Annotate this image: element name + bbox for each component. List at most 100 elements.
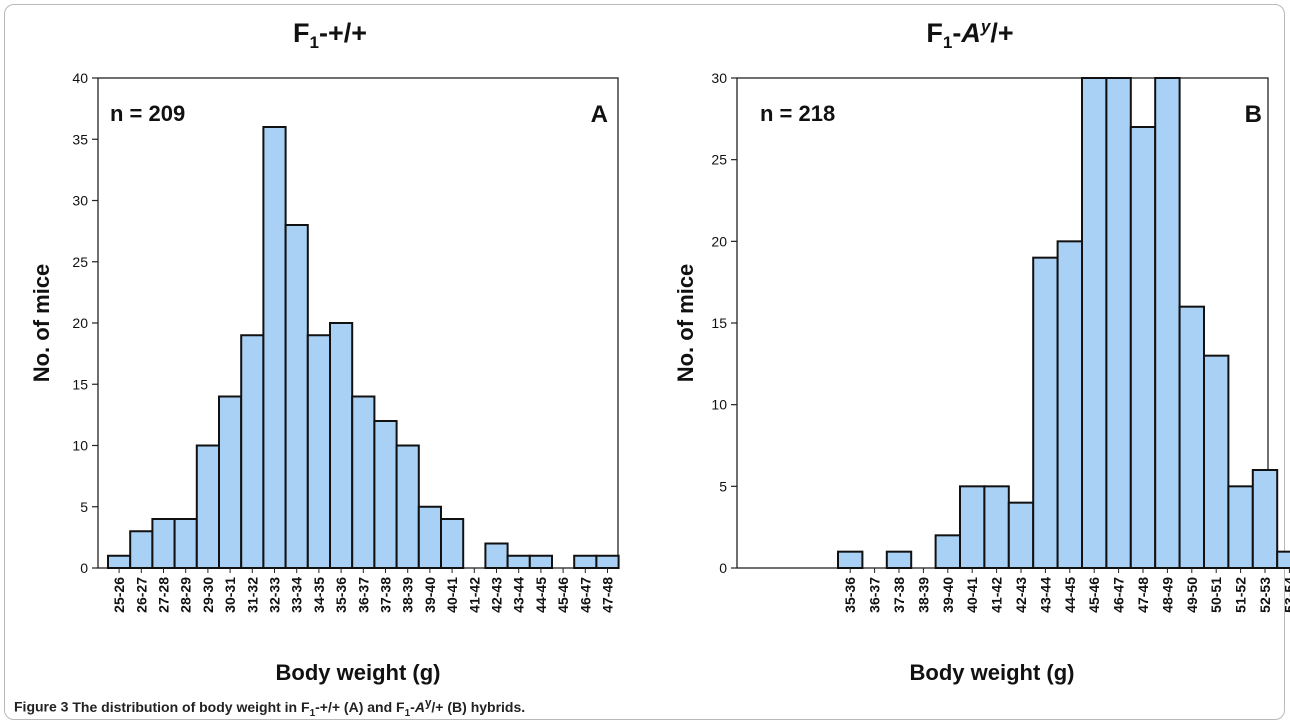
- chart-a-xtick-label: 30-31: [222, 577, 238, 613]
- chart-b-ytick-label: 30: [711, 70, 727, 86]
- chart-b-ytick-label: 25: [711, 152, 727, 168]
- chart-a: F1-+/+ No. of mice Body weight (g) n = 2…: [29, 18, 620, 685]
- chart-b-bar: [1032, 256, 1059, 569]
- chart-b-panel-label: B: [1245, 101, 1262, 128]
- chart-a-xtick-label: 46-47: [577, 577, 593, 613]
- chart-b-bar: [1276, 550, 1290, 570]
- chart-b-xtick-label: 39-40: [940, 577, 956, 613]
- caption-label: Figure 3: [14, 698, 69, 715]
- chart-b-bar: [885, 550, 913, 570]
- chart-b-bar: [837, 550, 864, 570]
- chart-a-xtick-label: 31-32: [244, 577, 260, 613]
- chart-a-xtick-label: 41-42: [466, 577, 482, 613]
- chart-a-bar: [240, 334, 265, 569]
- chart-b-ytick-label: 20: [711, 233, 727, 249]
- chart-a-ytick-label: 20: [72, 315, 88, 331]
- chart-b-xtick-label: 36-37: [867, 577, 883, 613]
- chart-b-bar: [1251, 469, 1279, 569]
- chart-a-xtick-label: 37-38: [378, 577, 394, 613]
- figure-caption: Figure 3 The distribution of body weight…: [14, 696, 526, 719]
- chart-a-bar: [484, 542, 509, 569]
- chart-a-bar: [506, 554, 531, 569]
- chart-b-ytick-label: 5: [719, 478, 727, 494]
- chart-b-bar: [959, 485, 986, 570]
- chart-a-xtick-label: 33-34: [289, 577, 305, 613]
- chart-a-bar: [573, 554, 598, 569]
- chart-b: F1-Ay/+ No. of mice Body weight (g) n = …: [673, 17, 1290, 685]
- chart-a-bar: [218, 395, 243, 569]
- chart-b-title: F1-Ay/+: [926, 17, 1013, 52]
- chart-a-bar: [151, 518, 176, 569]
- chart-b-xtick-label: 49-50: [1184, 577, 1200, 613]
- chart-a-bar: [351, 395, 376, 569]
- chart-b-xtick-label: 50-51: [1208, 577, 1224, 613]
- chart-b-bar: [1007, 501, 1035, 569]
- chart-b-xtick-label: 35-36: [842, 577, 858, 613]
- chart-a-bar: [417, 505, 442, 569]
- chart-b-xtick-label: 48-49: [1159, 577, 1175, 613]
- chart-a-xtick-label: 27-28: [156, 577, 172, 613]
- chart-b-bar: [1081, 77, 1108, 569]
- chart-b-xtick-label: 46-47: [1111, 577, 1127, 613]
- chart-a-ytick-label: 30: [72, 193, 88, 209]
- chart-a-bar: [373, 420, 398, 569]
- chart-a-bar: [173, 518, 198, 569]
- chart-b-bar: [1178, 305, 1205, 569]
- chart-b-n-label: n = 218: [760, 101, 835, 126]
- chart-a-xtick-label: 32-33: [267, 577, 283, 613]
- chart-a-xtick-label: 44-45: [533, 577, 549, 613]
- chart-a-xtick-label: 35-36: [333, 577, 349, 613]
- chart-b-plot: 0 5 10 15 20 25 30 35-36 36-37 37-38 38-39 39-40 40-…: [711, 70, 1290, 613]
- chart-a-xtick-label: 38-39: [400, 577, 416, 613]
- chart-a-bar: [528, 554, 553, 569]
- chart-a-panel-label: A: [591, 101, 608, 128]
- chart-b-ytick-label: 10: [711, 397, 727, 413]
- chart-b-xtick-label: 45-46: [1086, 577, 1102, 613]
- chart-b-xtick-label: 42-43: [1013, 577, 1029, 613]
- chart-a-ylabel: No. of mice: [29, 264, 54, 383]
- chart-a-xtick-label: 39-40: [422, 577, 438, 613]
- chart-a-bar: [262, 126, 287, 569]
- chart-a-xtick-label: 29-30: [200, 577, 216, 613]
- chart-b-xtick-label: 43-44: [1037, 577, 1053, 613]
- chart-a-xlabel: Body weight (g): [276, 660, 441, 685]
- chart-a-bar: [595, 554, 620, 569]
- chart-a-ytick-label: 35: [72, 131, 88, 147]
- chart-a-xtick-label: 42-43: [489, 577, 505, 613]
- chart-a-bar: [440, 518, 465, 569]
- chart-b-xtick-label: 41-42: [989, 577, 1005, 613]
- chart-a-bar: [129, 530, 154, 569]
- chart-a-ytick-label: 5: [80, 499, 88, 515]
- chart-a-ytick-label: 25: [72, 254, 88, 270]
- chart-a-xtick-label: 36-37: [355, 577, 371, 613]
- chart-b-xtick-label: 37-38: [891, 577, 907, 613]
- chart-a-bar: [284, 224, 309, 569]
- chart-b-bar: [1154, 77, 1181, 569]
- chart-a-bar: [395, 444, 420, 569]
- chart-b-xtick-label: 52-53: [1257, 577, 1273, 613]
- chart-a-ytick-label: 15: [72, 376, 88, 392]
- chart-b-xtick-label: 38-39: [915, 577, 931, 613]
- chart-b-bar: [934, 534, 961, 569]
- chart-a-xtick-label: 25-26: [111, 577, 127, 613]
- chart-a-title: F1-+/+: [293, 18, 367, 52]
- chart-b-bar: [1129, 126, 1157, 569]
- chart-a-plot: 0 5 10 15 20 25 30 35 40 25-26 26-27 27-28 28-29 29-3…: [72, 70, 620, 613]
- chart-b-bar: [1203, 354, 1230, 569]
- chart-a-xtick-label: 28-29: [178, 577, 194, 613]
- chart-b-xtick-label: 44-45: [1062, 577, 1078, 613]
- chart-a-ytick-label: 40: [72, 70, 88, 86]
- chart-a-xtick-label: 43-44: [511, 577, 527, 613]
- chart-b-xtick-label: 51-52: [1233, 577, 1249, 613]
- chart-b-ytick-label: 15: [711, 315, 727, 331]
- chart-a-bar: [195, 444, 221, 569]
- chart-a-xtick-label: 26-27: [133, 577, 149, 613]
- chart-b-xtick-label: 47-48: [1135, 577, 1151, 613]
- chart-a-n-label: n = 209: [110, 101, 185, 126]
- chart-b-ylabel: No. of mice: [673, 264, 698, 383]
- chart-b-xtick-label: 40-41: [964, 577, 980, 613]
- chart-a-bar: [329, 322, 354, 569]
- chart-a-bar: [306, 334, 331, 569]
- chart-b-bar: [983, 485, 1010, 570]
